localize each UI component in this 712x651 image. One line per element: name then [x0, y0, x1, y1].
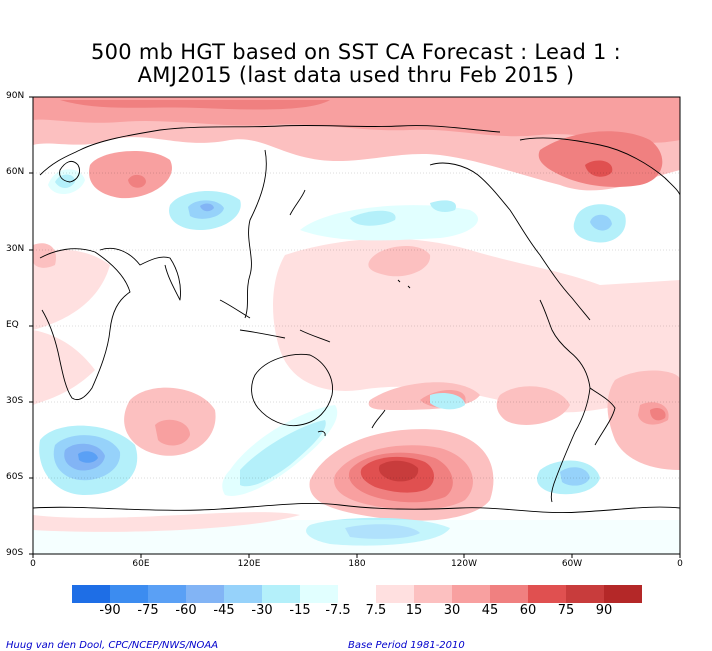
- colorbar-swatch: [528, 585, 566, 603]
- credit-text: Huug van den Dool, CPC/NCEP/NWS/NOAA: [6, 640, 219, 651]
- lon-label-180: 180: [348, 559, 366, 569]
- lon-label-0: 0: [30, 559, 36, 569]
- colorbar-label: 45: [481, 603, 499, 618]
- lat-label-90s: 90S: [6, 548, 24, 558]
- colorbar-swatch: [490, 585, 528, 603]
- map-title-line-1: 500 mb HGT based on SST CA Forecast : Le…: [90, 40, 622, 64]
- colorbar-swatch: [110, 585, 148, 603]
- colorbar-label: 75: [557, 603, 575, 618]
- colorbar-label: 7.5: [365, 603, 387, 618]
- colorbar-label: -7.5: [325, 603, 351, 618]
- colorbar-swatch: [224, 585, 262, 603]
- colorbar-swatch: [452, 585, 490, 603]
- colorbar: [72, 585, 642, 603]
- map-title-line-2: AMJ2015 (last data used thru Feb 2015 ): [137, 63, 575, 87]
- colorbar-label: -90: [99, 603, 121, 618]
- colorbar-label: -30: [251, 603, 273, 618]
- lat-label-30s: 30S: [6, 396, 24, 406]
- anomaly-contour-field: [33, 97, 680, 554]
- colorbar-swatch: [414, 585, 452, 603]
- lat-label-30n: 30N: [6, 244, 25, 254]
- lon-label-120w: 120W: [450, 559, 478, 569]
- lon-label-60w: 60W: [561, 559, 583, 569]
- lat-label-90n: 90N: [6, 91, 25, 101]
- lon-label-0-east: 0: [677, 559, 683, 569]
- colorbar-swatch: [566, 585, 604, 603]
- base-period-text: Base Period 1981-2010: [348, 640, 465, 651]
- colorbar-label: 60: [519, 603, 537, 618]
- lon-label-60e: 60E: [132, 559, 150, 569]
- lon-label-120e: 120E: [237, 559, 261, 569]
- colorbar-label: -75: [137, 603, 159, 618]
- colorbar-label: 15: [405, 603, 423, 618]
- colorbar-label: -60: [175, 603, 197, 618]
- colorbar-swatch: [338, 585, 376, 603]
- colorbar-swatch: [604, 585, 642, 603]
- colorbar-label: -15: [289, 603, 311, 618]
- lat-label-60s: 60S: [6, 472, 24, 482]
- colorbar-label: 30: [443, 603, 461, 618]
- colorbar-swatch: [376, 585, 414, 603]
- colorbar-swatch: [300, 585, 338, 603]
- lat-label-60n: 60N: [6, 167, 25, 177]
- colorbar-swatch: [262, 585, 300, 603]
- colorbar-label: -45: [213, 603, 235, 618]
- colorbar-swatch: [186, 585, 224, 603]
- colorbar-label: 90: [595, 603, 613, 618]
- colorbar-swatch: [148, 585, 186, 603]
- colorbar-swatch: [72, 585, 110, 603]
- lat-label-eq: EQ: [6, 320, 19, 330]
